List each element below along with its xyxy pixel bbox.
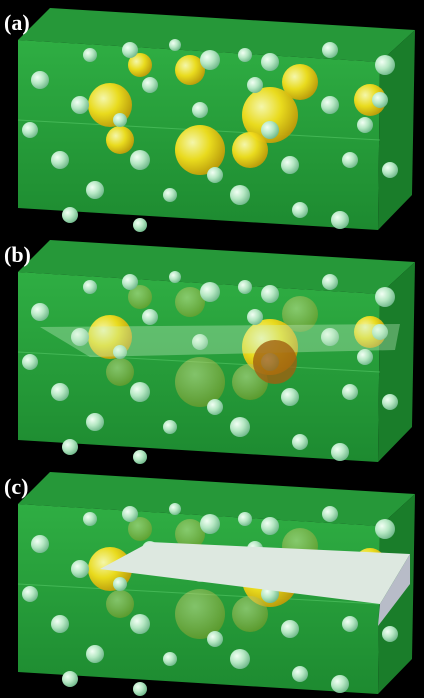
particle-small <box>51 615 69 633</box>
particle-small <box>292 202 308 218</box>
particle-small <box>133 682 147 696</box>
particle-large <box>232 596 268 632</box>
particle-small <box>247 309 263 325</box>
panel-label: (a) <box>4 10 30 35</box>
particle-small <box>261 517 279 535</box>
panel-label: (b) <box>4 242 31 267</box>
box-panel <box>18 240 415 464</box>
particle-small <box>281 156 299 174</box>
particle-small <box>281 620 299 638</box>
particle-small <box>375 287 395 307</box>
particle-small <box>83 48 97 62</box>
particle-small <box>163 420 177 434</box>
particle-small <box>331 211 349 229</box>
particle-small <box>247 77 263 93</box>
particle-small <box>122 274 138 290</box>
particle-small <box>163 188 177 202</box>
particle-small <box>113 113 127 127</box>
particle-small <box>86 413 104 431</box>
particle-large <box>106 358 134 386</box>
particle-small <box>133 450 147 464</box>
particle-small <box>292 434 308 450</box>
particle-small <box>133 218 147 232</box>
particle-small <box>169 39 181 51</box>
particle-small <box>375 55 395 75</box>
particle-small <box>200 282 220 302</box>
particle-large <box>106 590 134 618</box>
particle-small <box>238 512 252 526</box>
particle-small <box>62 439 78 455</box>
particle-small <box>62 207 78 223</box>
particle-small <box>130 614 150 634</box>
particle-small <box>322 42 338 58</box>
particle-small <box>22 354 38 370</box>
particle-small <box>375 519 395 539</box>
particle-small <box>382 626 398 642</box>
figure: (a) (b) (c) <box>0 0 424 698</box>
particle-small <box>51 383 69 401</box>
particle-small <box>281 388 299 406</box>
particle-small <box>62 671 78 687</box>
particle-small <box>322 274 338 290</box>
particle-small <box>357 117 373 133</box>
particle-small <box>261 53 279 71</box>
particle-small <box>342 152 358 168</box>
particle-small <box>238 48 252 62</box>
particle-small <box>86 645 104 663</box>
particle-small <box>372 92 388 108</box>
particle-small <box>238 280 252 294</box>
particle-small <box>113 577 127 591</box>
particle-small <box>200 514 220 534</box>
particle-small <box>31 535 49 553</box>
particle-small <box>22 122 38 138</box>
particle-small <box>83 512 97 526</box>
particle-small <box>142 77 158 93</box>
particle-small <box>382 162 398 178</box>
particle-small <box>342 616 358 632</box>
page: (a) (b) (c) (() => { const data = JSON.p… <box>0 0 424 698</box>
particle-small <box>51 151 69 169</box>
particle-small <box>122 506 138 522</box>
particle-small <box>22 586 38 602</box>
particle-small <box>322 506 338 522</box>
particle-small <box>163 652 177 666</box>
particle-small <box>331 675 349 693</box>
particle-small <box>169 271 181 283</box>
particle-small <box>130 382 150 402</box>
particle-large <box>232 132 268 168</box>
particle-small <box>207 167 223 183</box>
particle-small <box>31 71 49 89</box>
box-panel <box>18 8 415 232</box>
particle-small <box>342 384 358 400</box>
particle-small <box>169 503 181 515</box>
particle-small <box>86 181 104 199</box>
particle-small <box>142 309 158 325</box>
box-panel <box>18 472 415 696</box>
particle-small <box>292 666 308 682</box>
particle-small <box>321 96 339 114</box>
particle-small <box>31 303 49 321</box>
void <box>253 340 297 384</box>
particle-small <box>261 285 279 303</box>
particle-small <box>357 349 373 365</box>
particle-small <box>122 42 138 58</box>
particle-small <box>83 280 97 294</box>
particle-small <box>382 394 398 410</box>
particle-small <box>207 399 223 415</box>
particle-small <box>192 102 208 118</box>
particle-small <box>200 50 220 70</box>
particle-small <box>261 121 279 139</box>
particle-large <box>106 126 134 154</box>
panel-label: (c) <box>4 474 28 499</box>
particle-small <box>71 96 89 114</box>
panels <box>18 8 415 696</box>
particle-small <box>230 649 250 669</box>
particle-small <box>207 631 223 647</box>
particle-small <box>71 560 89 578</box>
particle-small <box>230 185 250 205</box>
particle-small <box>331 443 349 461</box>
particle-small <box>130 150 150 170</box>
particle-small <box>230 417 250 437</box>
